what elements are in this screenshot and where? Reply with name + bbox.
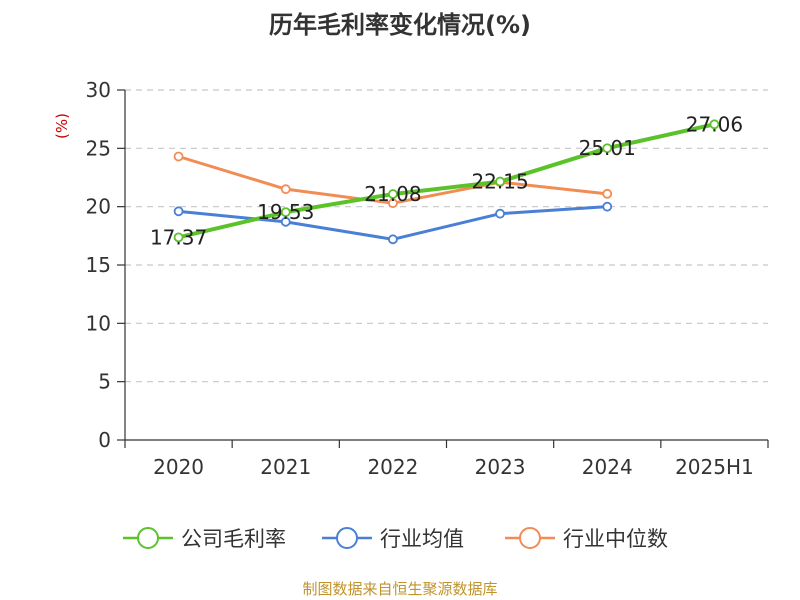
legend-label-2: 行业中位数 [563, 527, 668, 551]
legend-item-1: 行业均值 [322, 527, 464, 551]
y-tick-label-15: 15 [86, 253, 111, 277]
legend-marker-0 [137, 527, 159, 549]
x-tick-label-2022: 2022 [367, 455, 418, 479]
series-2-point-2021 [280, 184, 291, 195]
series-line-0 [176, 122, 717, 240]
x-tick-label-2024: 2024 [582, 455, 633, 479]
legend-label-1: 行业均值 [380, 527, 464, 551]
x-tick-label-2020: 2020 [153, 455, 204, 479]
y-tick-label-0: 0 [98, 428, 111, 452]
series-1-point-2022 [388, 234, 398, 245]
series-points [173, 119, 720, 245]
data-label-2020: 17.37 [150, 225, 207, 249]
data-label-2021: 19.53 [257, 200, 314, 224]
data-labels: 17.37 19.53 21.08 22.15 25.01 27.06 [150, 112, 743, 249]
x-tick-label-2023: 2023 [475, 455, 526, 479]
series-0-point-2024 [602, 143, 613, 154]
y-tick-label-20: 20 [86, 195, 111, 219]
y-axis-label: (%) [53, 113, 71, 139]
series-2-point-2024 [602, 188, 613, 199]
series-0-point-2025H1 [709, 119, 720, 130]
data-label-2022: 21.08 [364, 182, 421, 206]
series-0-point-2020 [173, 232, 184, 243]
data-label-2025H1: 27.06 [686, 112, 743, 136]
legend-label-0: 公司毛利率 [181, 527, 286, 551]
y-tick-label-10: 10 [86, 311, 111, 335]
series-1-point-2021 [280, 216, 291, 227]
chart-title: 历年毛利率变化情况(%) [269, 11, 531, 39]
y-tick-label-30: 30 [86, 78, 111, 102]
data-label-2024: 25.01 [579, 136, 636, 160]
series-0-point-2022 [388, 189, 398, 199]
legend: 公司毛利率 行业均值 行业中位数 [123, 527, 668, 551]
series-0-point-2023 [495, 176, 505, 187]
series-0-point-2021 [280, 207, 291, 218]
series-1-point-2024 [602, 201, 613, 212]
axes: 0 5 10 15 20 25 30 2020 2021 2022 2023 2024 2025H1 [86, 78, 769, 479]
legend-marker-1 [336, 527, 358, 549]
series-1-point-2023 [495, 208, 505, 219]
source-note: 制图数据来自恒生聚源数据库 [302, 580, 497, 598]
series-1-point-2020 [173, 206, 184, 217]
grid-lines [125, 89, 768, 383]
series-2-point-2022 [388, 198, 398, 209]
legend-item-0: 公司毛利率 [123, 527, 286, 551]
legend-marker-2 [519, 527, 541, 549]
x-tick-label-2021: 2021 [260, 455, 311, 479]
legend-item-2: 行业中位数 [505, 527, 668, 551]
data-label-2023: 22.15 [471, 170, 528, 194]
y-tick-label-5: 5 [98, 370, 111, 394]
x-tick-label-2025H1: 2025H1 [675, 455, 754, 479]
y-tick-label-25: 25 [86, 136, 111, 160]
series-2-point-2020 [173, 151, 184, 162]
